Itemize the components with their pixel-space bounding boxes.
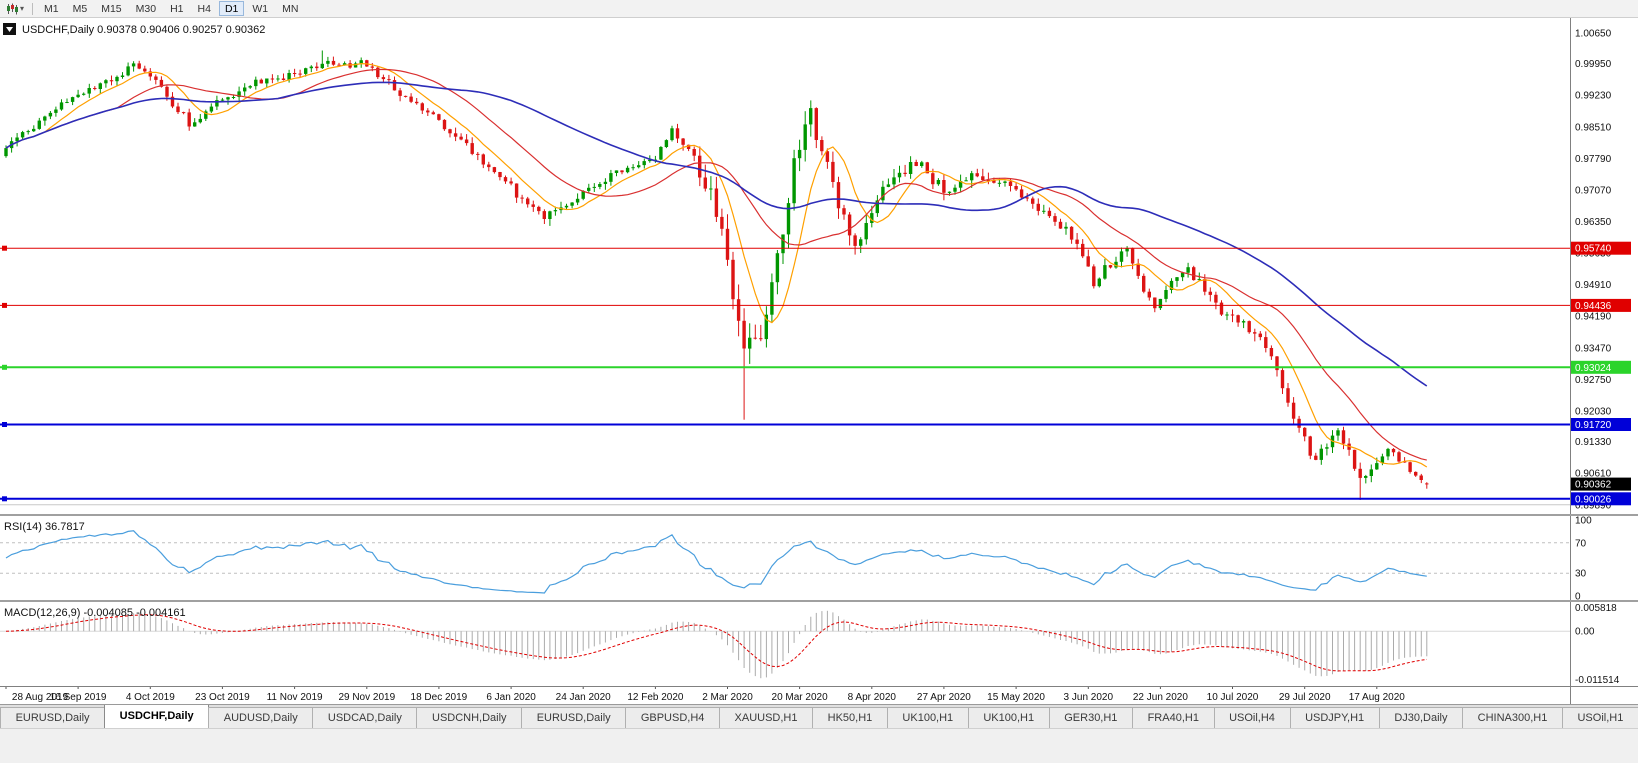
svg-text:28 Aug 2019: 28 Aug 2019 [12, 692, 69, 703]
pane-separators[interactable] [0, 514, 1638, 687]
svg-text:0.90610: 0.90610 [1575, 469, 1612, 480]
chart-tab-uk100-h1[interactable]: UK100,H1 [967, 707, 1050, 728]
chart-tab-usdchf-daily[interactable]: USDCHF,Daily [104, 705, 210, 728]
svg-text:11 Nov 2019: 11 Nov 2019 [267, 692, 323, 703]
svg-text:18 Dec 2019: 18 Dec 2019 [411, 692, 468, 703]
svg-text:0.93024: 0.93024 [1575, 363, 1612, 374]
chart-tab-usdcad-daily[interactable]: USDCAD,Daily [312, 707, 418, 728]
chart-type-button[interactable]: ▾ [2, 1, 28, 17]
price-axis[interactable]: 1.00650 0.99950 0.99230 0.98510 0.97790 0.970… [1570, 18, 1632, 704]
timeframe-button-mn[interactable]: MN [282, 3, 299, 15]
svg-text:0.99950: 0.99950 [1575, 59, 1612, 70]
svg-text:16 Sep 2019: 16 Sep 2019 [50, 692, 107, 703]
svg-text:0.00: 0.00 [1575, 627, 1595, 638]
svg-text:0.97790: 0.97790 [1575, 154, 1612, 165]
chart-tab-dj30-daily[interactable]: DJ30,Daily [1378, 707, 1464, 728]
svg-text:MACD(12,26,9) -0.004085 -0.004: MACD(12,26,9) -0.004085 -0.004161 [4, 607, 186, 619]
timeframe-button-d1[interactable]: D1 [218, 1, 245, 16]
timeframe-button-m15[interactable]: M15 [101, 3, 122, 15]
svg-text:0.90026: 0.90026 [1575, 494, 1612, 505]
svg-text:0.92750: 0.92750 [1575, 375, 1612, 386]
svg-text:0.98510: 0.98510 [1575, 122, 1612, 133]
svg-text:USDCHF,Daily 0.90378 0.90406 0: USDCHF,Daily 0.90378 0.90406 0.90257 0.9… [22, 24, 265, 36]
timeframe-button-h1[interactable]: H1 [170, 3, 184, 15]
svg-text:0.005818: 0.005818 [1575, 603, 1617, 614]
chart-tab-uk100-h1[interactable]: UK100,H1 [886, 707, 969, 728]
macd-pane[interactable]: MACD(12,26,9) -0.004085 -0.004161 0.00581… [0, 603, 1620, 686]
svg-text:0.89890: 0.89890 [1575, 500, 1612, 511]
timeframe-button-w1[interactable]: W1 [252, 3, 269, 15]
svg-text:27 Apr 2020: 27 Apr 2020 [917, 692, 971, 703]
candlestick-chart-icon [7, 3, 18, 14]
timeframe-toolbar: ▾ M1 M5 M15 M30 H1 H4 D1 W1 MN [0, 0, 1638, 18]
chevron-down-icon: ▾ [20, 3, 25, 13]
svg-text:-0.011514: -0.011514 [1575, 675, 1620, 686]
chart-tab-usdjpy-h1[interactable]: USDJPY,H1 [1289, 707, 1380, 728]
svg-text:29 Jul 2020: 29 Jul 2020 [1279, 692, 1331, 703]
chart-tab-audusd-daily[interactable]: AUDUSD,Daily [208, 707, 314, 728]
chart-tab-china300-h1[interactable]: CHINA300,H1 [1462, 707, 1563, 728]
svg-text:0.91720: 0.91720 [1575, 420, 1612, 431]
svg-text:0.94190: 0.94190 [1575, 312, 1612, 323]
chart-tab-gbpusd-h4[interactable]: GBPUSD,H4 [625, 707, 720, 728]
chart-tab-xauusd-h1[interactable]: XAUUSD,H1 [718, 707, 814, 728]
svg-text:0.90362: 0.90362 [1575, 480, 1612, 491]
svg-text:10 Jul 2020: 10 Jul 2020 [1207, 692, 1259, 703]
svg-text:RSI(14) 36.7817: RSI(14) 36.7817 [4, 521, 85, 533]
svg-text:0.92030: 0.92030 [1575, 406, 1612, 417]
chart-tab-eurusd-daily[interactable]: EURUSD,Daily [0, 707, 106, 728]
timeframe-button-m1[interactable]: M1 [44, 3, 59, 15]
svg-text:0: 0 [1575, 592, 1581, 603]
svg-text:24 Jan 2020: 24 Jan 2020 [556, 692, 611, 703]
svg-text:6 Jan 2020: 6 Jan 2020 [486, 692, 536, 703]
svg-text:0.91330: 0.91330 [1575, 437, 1612, 448]
svg-text:22 Jun 2020: 22 Jun 2020 [1133, 692, 1188, 703]
chart-tab-eurusd-daily[interactable]: EURUSD,Daily [521, 707, 627, 728]
svg-text:1.00650: 1.00650 [1575, 28, 1612, 39]
svg-text:70: 70 [1575, 538, 1587, 549]
status-bar [0, 728, 1638, 763]
chart-area[interactable]: USDCHF,Daily 0.90378 0.90406 0.90257 0.9… [0, 18, 1638, 704]
svg-text:0.97070: 0.97070 [1575, 185, 1612, 196]
svg-text:30: 30 [1575, 569, 1587, 580]
chart-background [0, 18, 1638, 704]
chart-tab-hk50-h1[interactable]: HK50,H1 [812, 707, 888, 728]
timeframe-button-h4[interactable]: H4 [197, 3, 211, 15]
timeframe-button-m5[interactable]: M5 [72, 3, 88, 15]
svg-text:0.96350: 0.96350 [1575, 217, 1612, 228]
svg-text:0.94436: 0.94436 [1575, 301, 1612, 312]
toolbar-separator [32, 2, 34, 15]
chart-tab-usoil-h4[interactable]: USOil,H4 [1213, 707, 1291, 728]
chart-tab-ger30-h1[interactable]: GER30,H1 [1048, 707, 1134, 728]
svg-text:100: 100 [1575, 516, 1592, 527]
svg-text:0.99230: 0.99230 [1575, 91, 1612, 102]
svg-text:15 May 2020: 15 May 2020 [987, 692, 1045, 703]
price-pane[interactable]: USDCHF,Daily 0.90378 0.90406 0.90257 0.9… [0, 23, 1570, 506]
chart-tab-usdcnh-daily[interactable]: USDCNH,Daily [416, 707, 523, 728]
svg-text:4 Oct 2019: 4 Oct 2019 [126, 692, 175, 703]
svg-text:0.94910: 0.94910 [1575, 280, 1612, 291]
svg-text:12 Feb 2020: 12 Feb 2020 [627, 692, 684, 703]
svg-text:8 Apr 2020: 8 Apr 2020 [848, 692, 897, 703]
svg-text:0.95740: 0.95740 [1575, 244, 1612, 255]
svg-text:3 Jun 2020: 3 Jun 2020 [1064, 692, 1114, 703]
timeframe-button-m30[interactable]: M30 [135, 3, 157, 15]
svg-text:17 Aug 2020: 17 Aug 2020 [1349, 692, 1406, 703]
svg-text:2 Mar 2020: 2 Mar 2020 [702, 692, 753, 703]
timeframe-buttons: M1 M5 M15 M30 H1 H4 D1 W1 MN [37, 1, 305, 16]
chart-tab-usoil-h1[interactable]: USOil,H1 [1561, 707, 1638, 728]
rsi-pane[interactable]: RSI(14) 36.7817 100 70 30 0 [0, 516, 1592, 603]
svg-text:20 Mar 2020: 20 Mar 2020 [772, 692, 829, 703]
chart-tabbar: EURUSD,Daily USDCHF,Daily AUDUSD,Daily USDC… [0, 704, 1638, 728]
svg-text:29 Nov 2019: 29 Nov 2019 [338, 692, 395, 703]
svg-text:0.93470: 0.93470 [1575, 343, 1612, 354]
chart-tab-fra40-h1[interactable]: FRA40,H1 [1132, 707, 1215, 728]
svg-text:23 Oct 2019: 23 Oct 2019 [195, 692, 250, 703]
